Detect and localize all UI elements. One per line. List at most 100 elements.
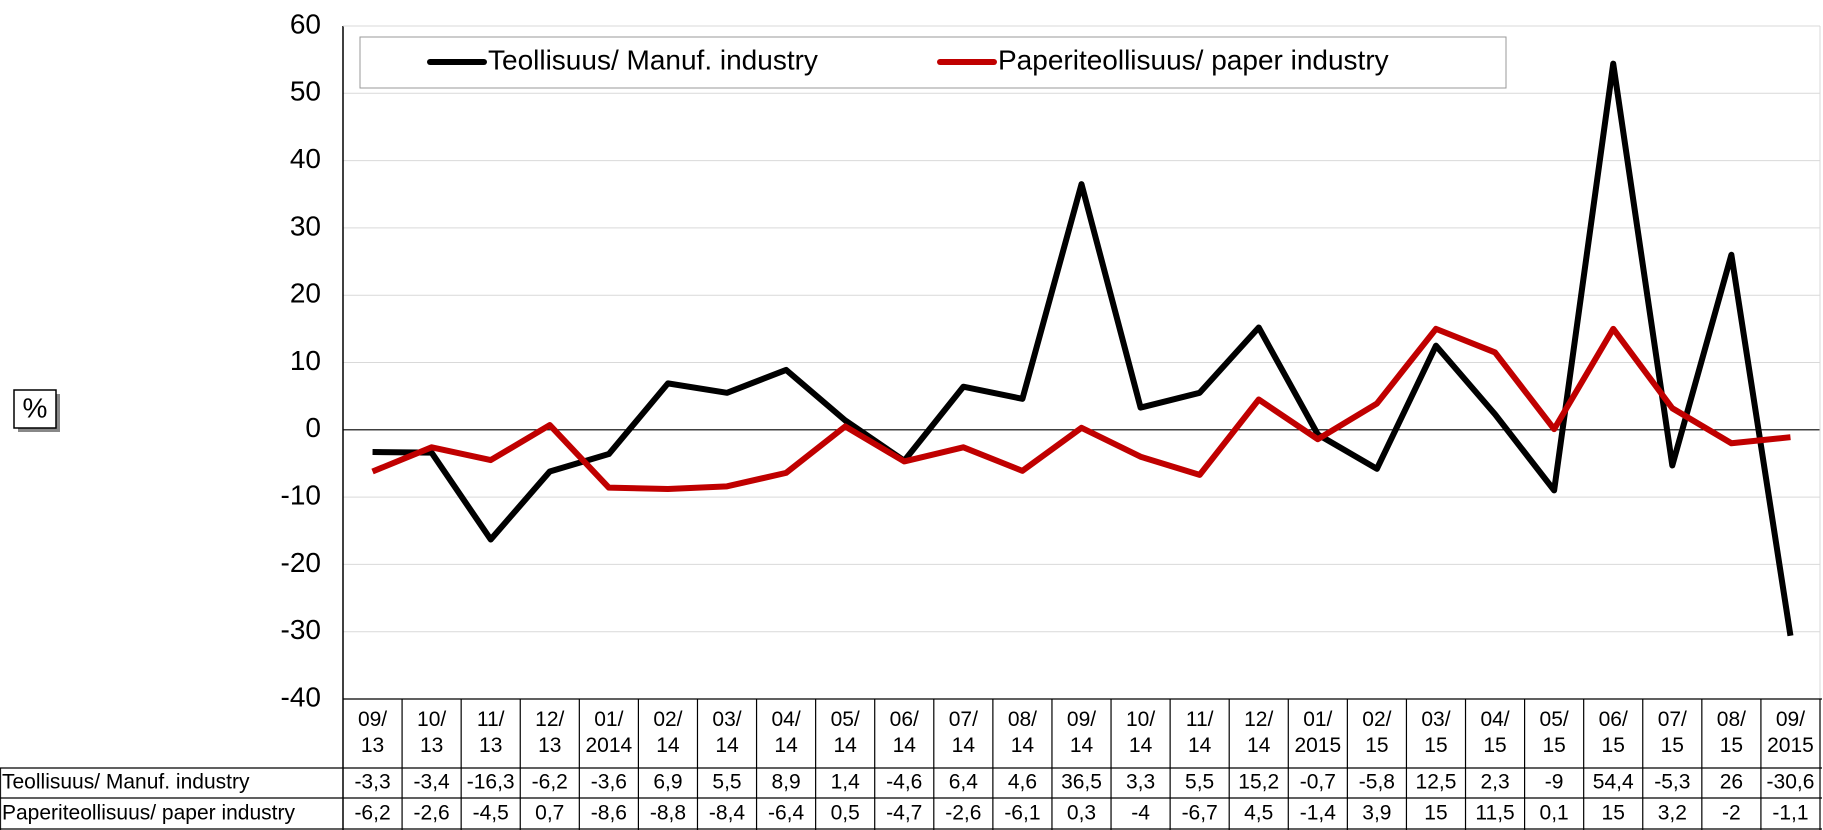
x-tick-label: 10/13 [417, 708, 446, 757]
x-tick-line: 15 [1365, 734, 1388, 757]
table-value: 0,7 [535, 802, 564, 825]
y-tick-label: -30 [281, 614, 321, 645]
x-tick-line: 09/ [1067, 708, 1096, 731]
table-value: -9 [1545, 771, 1564, 794]
x-tick-line: 05/ [1540, 708, 1569, 731]
x-tick-line: 14 [1129, 734, 1153, 757]
x-tick-line: 14 [1070, 734, 1094, 757]
x-tick-label: 07/14 [949, 708, 978, 757]
x-tick-line: 03/ [1421, 708, 1450, 731]
series-line [371, 325, 1791, 493]
table-value: 12,5 [1416, 771, 1457, 794]
x-tick-line: 03/ [712, 708, 741, 731]
table-value: -4,7 [886, 802, 922, 825]
x-tick-line: 15 [1720, 734, 1743, 757]
x-tick-label: 11/13 [477, 708, 505, 757]
table-value: -6,2 [354, 802, 390, 825]
x-tick-label: 05/14 [831, 708, 860, 757]
table-value: -4 [1131, 802, 1150, 825]
table-value: -2 [1722, 802, 1741, 825]
x-tick-line: 15 [1542, 734, 1565, 757]
table-value: 2,3 [1480, 771, 1509, 794]
y-tick-label: 40 [290, 143, 321, 174]
x-tick-line: 15 [1661, 734, 1684, 757]
y-tick-label: 50 [290, 76, 321, 107]
x-tick-line: 07/ [949, 708, 978, 731]
x-tick-line: 05/ [831, 708, 860, 731]
x-tick-label: 06/15 [1599, 708, 1628, 757]
table-value: -30,6 [1767, 771, 1815, 794]
y-tick-label: -10 [281, 479, 321, 510]
x-tick-line: 14 [1011, 734, 1035, 757]
x-tick-line: 08/ [1008, 708, 1037, 731]
x-tick-line: 13 [479, 734, 502, 757]
table-value: -8,6 [591, 802, 627, 825]
x-tick-line: 15 [1483, 734, 1506, 757]
table-value: 0,3 [1067, 802, 1096, 825]
table-value: 3,3 [1126, 771, 1155, 794]
legend-label: Teollisuus/ Manuf. industry [488, 44, 818, 75]
table-value: 0,5 [831, 802, 860, 825]
x-tick-line: 14 [834, 734, 858, 757]
x-tick-line: 10/ [417, 708, 446, 731]
table-value: 26 [1720, 771, 1743, 794]
table-value: -6,4 [768, 802, 805, 825]
table-value: 4,5 [1244, 802, 1273, 825]
x-tick-label: 04/14 [771, 708, 800, 757]
table-value: -0,7 [1300, 771, 1336, 794]
x-tick-line: 14 [1247, 734, 1271, 757]
y-label-box [13, 389, 57, 429]
table-value: 3,2 [1658, 802, 1687, 825]
x-tick-label: 06/14 [890, 708, 919, 757]
x-tick-line: 2015 [1294, 734, 1341, 757]
x-tick-line: 14 [774, 734, 798, 757]
x-tick-label: 03/15 [1421, 708, 1450, 757]
series-line [372, 60, 1794, 637]
x-tick-line: 15 [1602, 734, 1625, 757]
x-tick-label: 01/2014 [586, 708, 633, 757]
x-tick-line: 06/ [890, 708, 919, 731]
table-value: -3,4 [414, 771, 451, 794]
table-value: 54,4 [1593, 771, 1634, 794]
x-tick-label: 10/14 [1126, 708, 1155, 757]
x-tick-line: 13 [538, 734, 561, 757]
x-tick-line: 08/ [1717, 708, 1746, 731]
y-tick-label: 10 [290, 345, 321, 376]
x-tick-label: 09/14 [1067, 708, 1096, 757]
x-tick-label: 11/14 [1186, 708, 1214, 757]
table-value: 3,9 [1362, 802, 1391, 825]
x-tick-line: 13 [420, 734, 443, 757]
x-tick-line: 14 [952, 734, 976, 757]
x-tick-line: 15 [1424, 734, 1447, 757]
x-tick-line: 02/ [1362, 708, 1391, 731]
x-tick-label: 02/14 [653, 708, 682, 757]
table-value: 15 [1424, 802, 1447, 825]
table-value: 0,1 [1540, 802, 1569, 825]
table-row-label: Teollisuus/ Manuf. industry [2, 771, 250, 794]
table-value: -5,8 [1359, 771, 1395, 794]
x-tick-line: 04/ [771, 708, 800, 731]
x-tick-label: 04/15 [1480, 708, 1509, 757]
legend-box [359, 36, 1507, 89]
table-value: -3,6 [591, 771, 627, 794]
legend-label: Paperiteollisuus/ paper industry [998, 44, 1389, 75]
table-value: -6,2 [532, 771, 568, 794]
table-value: -6,1 [1004, 802, 1040, 825]
table-value: 15,2 [1238, 771, 1279, 794]
table-value: -1,1 [1772, 802, 1808, 825]
table-value: 6,9 [653, 771, 682, 794]
x-tick-label: 12/14 [1244, 708, 1273, 757]
table-value: -1,4 [1300, 802, 1337, 825]
y-tick-label: 30 [290, 210, 321, 241]
x-tick-line: 01/ [1303, 708, 1332, 731]
table-value: -8,8 [650, 802, 686, 825]
x-tick-line: 07/ [1658, 708, 1687, 731]
x-tick-line: 01/ [594, 708, 623, 731]
x-tick-line: 02/ [653, 708, 682, 731]
table-value: -5,3 [1654, 771, 1690, 794]
table-value: -2,6 [945, 802, 981, 825]
x-tick-label: 08/14 [1008, 708, 1037, 757]
table-value: 4,6 [1008, 771, 1037, 794]
x-tick-line: 12/ [535, 708, 564, 731]
